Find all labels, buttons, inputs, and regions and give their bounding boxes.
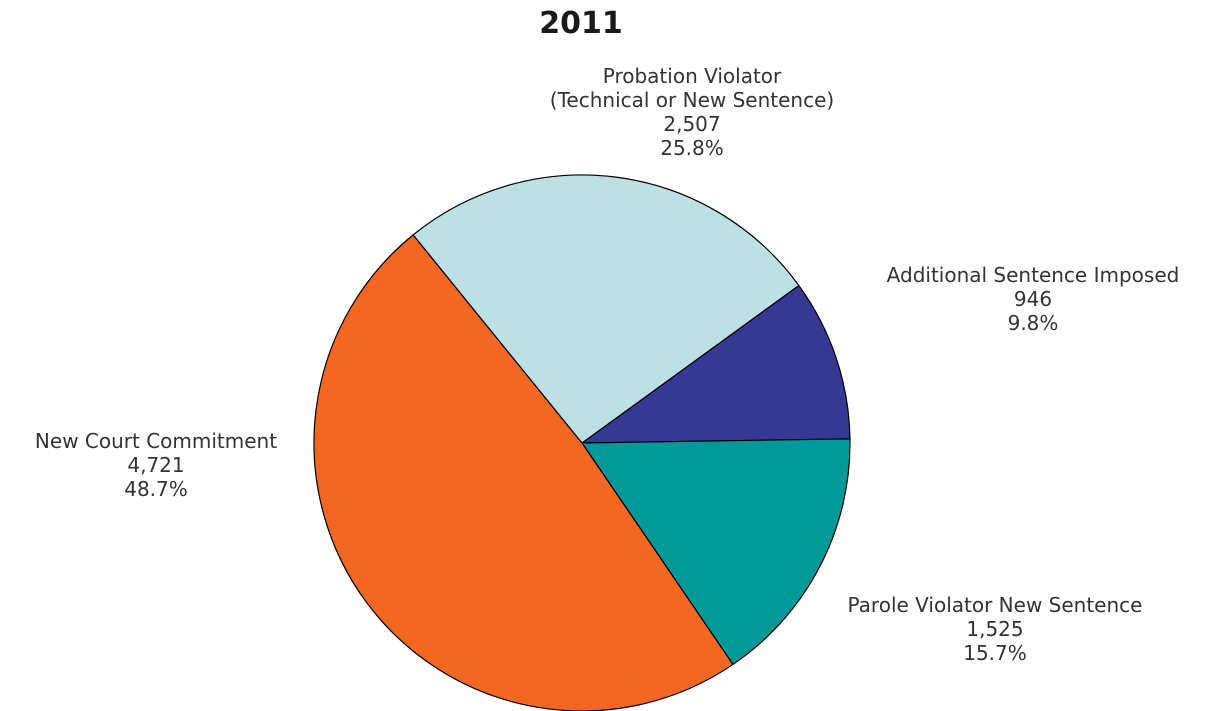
slice-label: (Technical or New Sentence) bbox=[550, 88, 834, 112]
slice-label: Probation Violator bbox=[603, 64, 782, 88]
slice-percent: 48.7% bbox=[124, 477, 188, 501]
slice-percent: 9.8% bbox=[1008, 311, 1059, 335]
pie-slice bbox=[412, 174, 800, 444]
slice-value: 4,721 bbox=[127, 453, 184, 477]
pie-slice bbox=[580, 438, 851, 666]
chart-title: 2011 bbox=[539, 6, 623, 41]
pie-slices bbox=[313, 174, 851, 711]
slice-label: Parole Violator New Sentence bbox=[848, 593, 1143, 617]
pie-slice bbox=[580, 284, 851, 444]
slice-value: 946 bbox=[1014, 287, 1052, 311]
slice-percent: 15.7% bbox=[963, 641, 1027, 665]
slice-value: 1,525 bbox=[966, 617, 1023, 641]
pie-slice bbox=[313, 234, 734, 711]
slice-label: New Court Commitment bbox=[35, 429, 277, 453]
slice-value: 2,507 bbox=[663, 112, 720, 136]
slice-label: Additional Sentence Imposed bbox=[887, 263, 1180, 287]
slice-percent: 25.8% bbox=[660, 136, 724, 160]
